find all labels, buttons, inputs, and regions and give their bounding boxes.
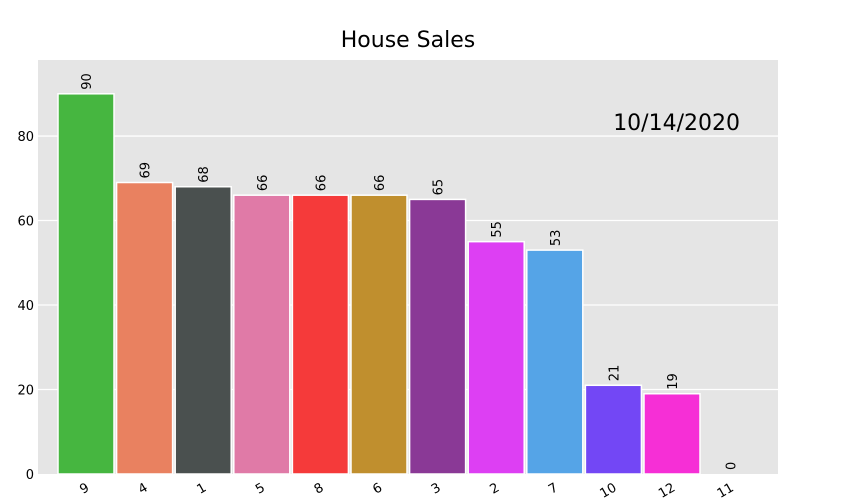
- data-label: 65: [432, 179, 447, 196]
- y-tick-label: 20: [17, 384, 34, 399]
- x-tick-label: 12: [656, 480, 678, 501]
- bar: [291, 194, 350, 475]
- bar: [233, 194, 291, 475]
- x-tick-label: 4: [136, 480, 151, 497]
- x-tick-label: 10: [598, 480, 620, 501]
- bar: [643, 392, 701, 475]
- bar: [174, 185, 232, 475]
- x-tick-label: 7: [546, 480, 561, 497]
- bar: [584, 384, 643, 475]
- data-label: 0: [725, 462, 740, 470]
- x-tick-label: 3: [429, 480, 444, 497]
- bar: [467, 240, 525, 475]
- x-axis-ticks: 9 4 1 5 8 6 3 2 7 10 12 11: [77, 480, 736, 501]
- date-annotation: 10/14/2020: [613, 111, 740, 136]
- data-label: 19: [666, 373, 681, 390]
- data-label: 66: [256, 175, 271, 192]
- data-label: 66: [314, 175, 329, 192]
- bar: [57, 93, 115, 475]
- data-label: 66: [373, 175, 388, 192]
- bars: [57, 93, 701, 475]
- bar: [350, 194, 408, 475]
- data-label: 21: [607, 365, 622, 382]
- x-tick-label: 9: [77, 480, 92, 497]
- x-tick-label: 6: [370, 480, 385, 497]
- y-tick-label: 60: [17, 215, 34, 230]
- bar: [115, 181, 174, 475]
- y-tick-label: 0: [26, 468, 34, 483]
- data-labels: 90 69 68 66 66 66 65 55 53 21 19 0: [80, 73, 740, 470]
- data-label: 55: [490, 221, 505, 238]
- bar: [408, 198, 467, 475]
- chart-title: House Sales: [341, 28, 476, 53]
- x-tick-label: 2: [488, 480, 503, 497]
- y-axis-ticks: 0 20 40 60 80: [17, 130, 34, 483]
- data-label: 68: [197, 166, 212, 183]
- x-tick-label: 8: [312, 480, 327, 497]
- bar: [526, 249, 584, 475]
- x-tick-label: 1: [195, 480, 210, 497]
- y-tick-label: 40: [17, 299, 34, 314]
- x-tick-label: 11: [715, 480, 737, 501]
- x-tick-label: 5: [253, 480, 268, 497]
- data-label: 90: [80, 73, 95, 90]
- data-label: 53: [549, 230, 564, 247]
- y-tick-label: 80: [17, 130, 34, 145]
- data-label: 69: [139, 162, 154, 179]
